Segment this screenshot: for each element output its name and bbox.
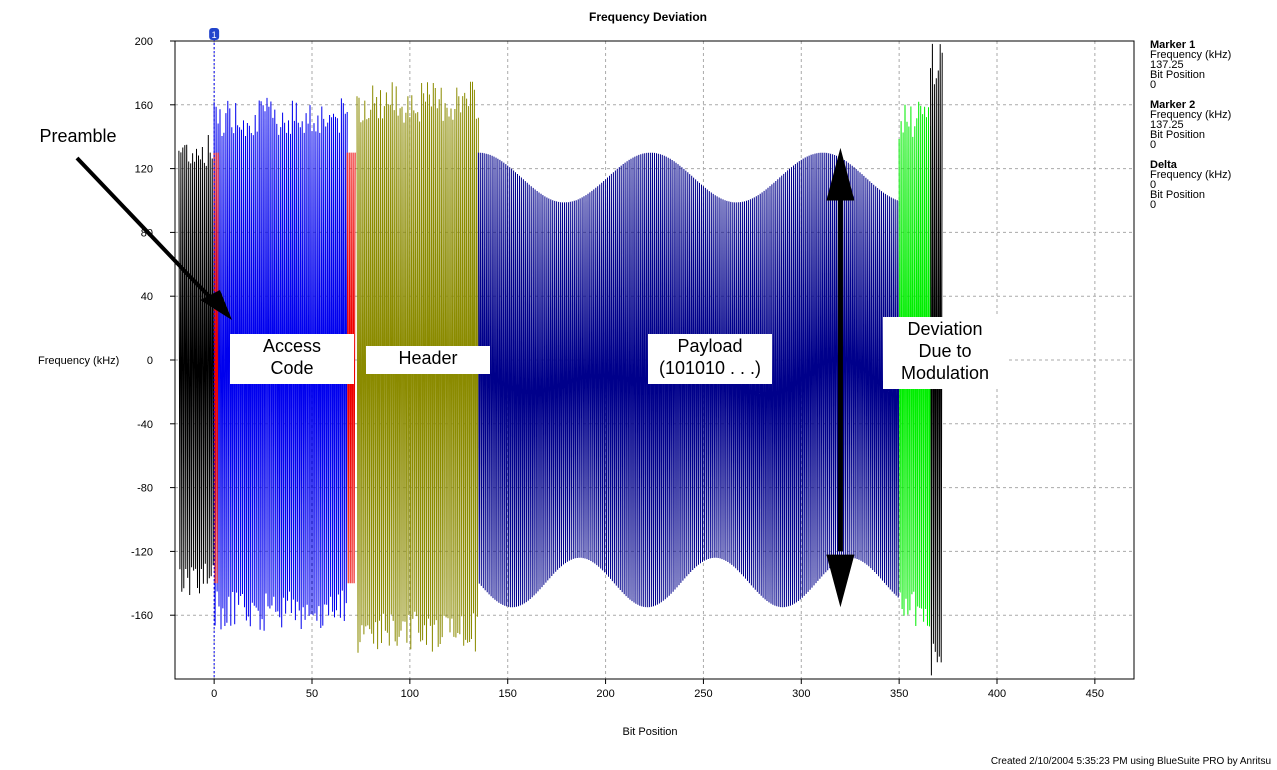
access-code-label-line: Code xyxy=(270,358,313,378)
delta-bit-label: Bit Position xyxy=(1150,189,1206,201)
y-tick-label: -40 xyxy=(137,419,153,431)
x-tick-label: 350 xyxy=(890,688,908,700)
delta-info: Delta Frequency (kHz) 0 Bit Position 0 xyxy=(1150,159,1232,211)
y-tick-label: 120 xyxy=(135,164,153,176)
x-tick-label: 200 xyxy=(596,688,614,700)
trace-sync-red xyxy=(346,152,356,584)
marker-1-info: Marker 1 Frequency (kHz) 137.25 Bit Posi… xyxy=(1150,39,1232,91)
x-tick-label: 400 xyxy=(988,688,1006,700)
trace-trailer xyxy=(898,101,931,627)
header-label-line: Header xyxy=(398,348,457,368)
marker-1-title: Marker 1 xyxy=(1150,39,1196,51)
marker-1-freq-label: Frequency (kHz) xyxy=(1150,49,1232,61)
marker-2-bit-label: Bit Position xyxy=(1150,129,1206,141)
deviation-arrowhead-down xyxy=(826,554,855,608)
marker-2-title: Marker 2 xyxy=(1150,99,1196,111)
trace-sync-red xyxy=(213,152,219,584)
payload-label: Payload(101010 . . .) xyxy=(648,334,772,384)
header-label: Header xyxy=(366,346,490,374)
marker-2-freq-label: Frequency (kHz) xyxy=(1150,109,1232,121)
deviation-label-line: Deviation xyxy=(907,319,982,339)
marker-2-freq-value: 137.25 xyxy=(1150,119,1184,131)
deviation-label-line: Modulation xyxy=(901,363,989,383)
y-axis-label: Frequency (kHz) xyxy=(38,355,119,367)
marker-1-bit-label: Bit Position xyxy=(1150,69,1206,81)
x-tick-label: 250 xyxy=(694,688,712,700)
x-tick-label: 300 xyxy=(792,688,810,700)
trace-header xyxy=(356,81,479,653)
y-tick-label: 200 xyxy=(135,36,153,48)
x-tick-label: 150 xyxy=(499,688,517,700)
marker-1-freq-value: 137.25 xyxy=(1150,59,1184,71)
trace-payload xyxy=(477,152,900,608)
x-axis-label: Bit Position xyxy=(622,726,677,738)
delta-freq-label: Frequency (kHz) xyxy=(1150,169,1232,181)
trace-packet-end xyxy=(930,43,943,676)
markers-panel: Marker 1 Frequency (kHz) 137.25 Bit Posi… xyxy=(1150,40,1231,220)
marker-2-bit-value: 0 xyxy=(1150,139,1157,151)
preamble-label-line: Preamble xyxy=(39,126,116,146)
access-code-label-line: Access xyxy=(263,336,321,356)
x-tick-label: 50 xyxy=(306,688,318,700)
y-tick-label: -80 xyxy=(137,483,153,495)
payload-label-line: (101010 . . .) xyxy=(659,358,761,378)
x-tick-label: 100 xyxy=(401,688,419,700)
traces xyxy=(178,43,943,676)
marker-1-flag-label: 1 xyxy=(212,30,217,40)
x-tick-label: 0 xyxy=(211,688,217,700)
footer-credit: Created 2/10/2004 5:35:23 PM using BlueS… xyxy=(990,756,1271,767)
marker-1-line[interactable]: 1 xyxy=(209,28,220,679)
y-tick-label: -160 xyxy=(131,610,153,622)
chart-title: Frequency Deviation xyxy=(589,10,707,24)
marker-1-flag[interactable] xyxy=(209,28,220,40)
deviation-label-bg xyxy=(883,317,1007,389)
marker-2-info: Marker 2 Frequency (kHz) 137.25 Bit Posi… xyxy=(1150,99,1232,151)
y-tick-label: 160 xyxy=(135,100,153,112)
deviation-arrowhead-up xyxy=(826,147,855,201)
payload-label-line: Payload xyxy=(677,336,742,356)
deviation-label-line: Due to xyxy=(918,341,971,361)
y-tick-label: 40 xyxy=(141,291,153,303)
delta-bit-value: 0 xyxy=(1150,199,1157,211)
x-axis-ticks: 0 50 100 150 200 250 300 350 400 450 xyxy=(211,679,1104,700)
marker-1-bit-value: 0 xyxy=(1150,79,1157,91)
header-label-bg xyxy=(366,346,490,374)
y-tick-label: -120 xyxy=(131,546,153,558)
y-tick-label: 0 xyxy=(147,355,153,367)
delta-title: Delta xyxy=(1150,159,1177,171)
preamble-arrowhead xyxy=(200,290,232,320)
payload-label-bg xyxy=(648,334,772,384)
trace-access-code xyxy=(213,97,348,631)
preamble-arrow xyxy=(75,156,222,310)
preamble-label: Preamble xyxy=(39,126,116,146)
x-tick-label: 450 xyxy=(1086,688,1104,700)
delta-freq-value: 0 xyxy=(1150,179,1157,191)
trace-preamble xyxy=(178,134,215,596)
y-axis-ticks: -160-120-80-4004080120160200 xyxy=(131,36,175,622)
access-code-label-bg xyxy=(230,334,354,384)
